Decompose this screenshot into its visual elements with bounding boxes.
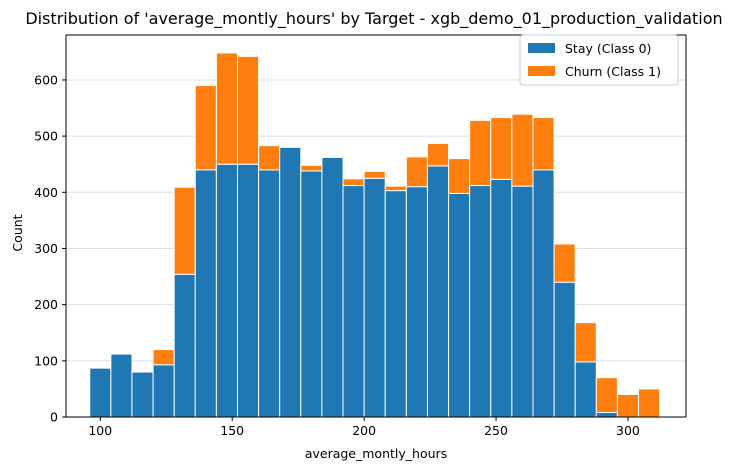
bar-stay xyxy=(384,190,407,418)
bar-churn xyxy=(532,117,555,171)
bar-stay xyxy=(215,163,238,418)
legend-box xyxy=(519,34,679,86)
y-tick-label: 100 xyxy=(34,353,58,368)
bar-stay xyxy=(342,185,365,418)
x-tick-label: 300 xyxy=(616,423,640,438)
y-tick-label: 300 xyxy=(34,241,58,256)
bar-churn xyxy=(616,394,640,418)
bar-churn xyxy=(490,117,513,180)
bar-stay xyxy=(426,165,450,418)
bar-churn xyxy=(152,349,175,366)
bars xyxy=(89,52,661,418)
bar-churn xyxy=(258,145,281,171)
bar-stay xyxy=(300,170,323,418)
y-tick-label: 200 xyxy=(34,297,58,312)
x-tick-label: 100 xyxy=(88,423,112,438)
x-tick-label: 150 xyxy=(220,423,244,438)
bar-churn xyxy=(448,158,471,194)
y-tick-label: 0 xyxy=(50,410,58,425)
bar-stay xyxy=(194,169,217,418)
bar-stay xyxy=(236,163,260,418)
bar-churn xyxy=(215,52,238,165)
bar-stay xyxy=(363,177,386,418)
bar-stay xyxy=(279,146,302,418)
legend: Stay (Class 0) Churn (Class 1) xyxy=(519,34,679,86)
y-tick-label: 400 xyxy=(34,185,58,200)
x-tick-label: 200 xyxy=(352,423,376,438)
bar-churn xyxy=(595,377,618,414)
legend-swatch-churn xyxy=(528,66,555,76)
x-tick-label: 250 xyxy=(484,423,508,438)
bar-churn xyxy=(511,113,534,187)
plot-frame xyxy=(65,34,687,418)
bar-stay xyxy=(321,156,344,418)
bar-stay xyxy=(258,169,281,418)
bar-stay xyxy=(448,192,471,418)
bar-churn xyxy=(236,55,260,165)
bar-churn xyxy=(405,156,428,188)
bar-churn xyxy=(384,185,407,192)
bar-stay xyxy=(131,371,154,418)
bar-stay xyxy=(511,185,534,418)
bar-churn xyxy=(363,171,386,179)
bar-stay xyxy=(490,178,513,418)
bar-churn xyxy=(300,164,323,172)
bar-churn xyxy=(638,388,661,418)
bar-stay xyxy=(110,353,133,418)
legend-label-churn: Churn (Class 1) xyxy=(565,64,661,79)
bar-churn xyxy=(574,322,597,363)
bar-churn xyxy=(342,178,365,187)
bar-churn xyxy=(426,142,450,167)
x-axis-label: average_montly_hours xyxy=(305,446,447,461)
bar-stay xyxy=(553,281,576,418)
bar-stay xyxy=(89,367,112,418)
y-tick-label: 600 xyxy=(34,72,58,87)
chart-title: Distribution of 'average_montly_hours' b… xyxy=(25,9,722,29)
bar-stay xyxy=(152,364,175,418)
axes: 100 150 200 250 300 0 100 200 300 400 500 600 xyxy=(34,34,687,438)
bar-stay xyxy=(173,273,196,418)
y-tick-label: 500 xyxy=(34,129,58,144)
bar-stay xyxy=(405,186,428,418)
y-axis-label: Count xyxy=(10,214,25,251)
bar-stay xyxy=(574,361,597,418)
bar-churn xyxy=(469,119,492,187)
bar-stay xyxy=(532,169,555,418)
legend-label-stay: Stay (Class 0) xyxy=(565,41,651,56)
bar-stay xyxy=(469,185,492,418)
bar-stay xyxy=(595,412,618,418)
bar-churn xyxy=(173,186,196,275)
bar-churn xyxy=(553,243,576,283)
legend-swatch-stay xyxy=(528,43,555,53)
bar-churn xyxy=(194,85,217,171)
